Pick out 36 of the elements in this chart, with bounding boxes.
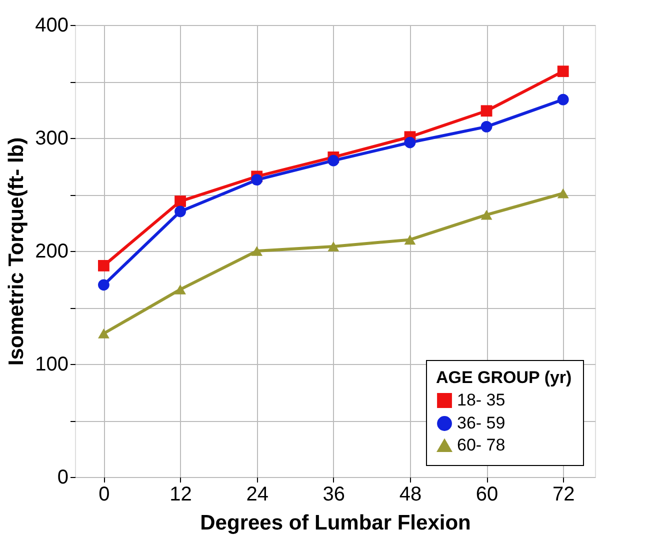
legend-label: 60- 78 [457,436,506,454]
point [328,242,340,252]
x-axis-title: Degrees of Lumbar Flexion [200,512,471,534]
point [404,234,416,245]
y-tick-label: 200 [35,240,68,262]
point [251,174,263,186]
x-tick-label: 36 [322,484,346,506]
legend-label: 18- 35 [457,390,506,410]
point [557,66,569,78]
point [98,328,110,338]
point [404,136,416,148]
x-tick-label: 0 [98,484,110,506]
y-tick-label: 0 [57,466,68,488]
x-tick-label: 24 [246,484,268,506]
legend-label: 36- 59 [457,414,506,432]
y-tick-label: 300 [35,128,68,150]
point [480,121,492,132]
y-tick-label: 100 [35,354,68,376]
x-tick-label: 48 [399,484,422,506]
point [98,279,110,291]
point [480,210,492,220]
x-tick-label: 60 [476,484,498,506]
point [98,260,110,272]
legend-title: AGE GROUP (yr) [436,368,572,387]
point [251,246,263,256]
point [557,94,569,106]
point [174,196,186,207]
point [174,284,186,294]
x-tick-label: 72 [552,484,575,506]
point [557,188,569,198]
y-tick-label: 400 [35,14,68,36]
x-tick-label: 12 [170,484,192,506]
y-axis-title: Isometric Torque(ft- lb) [5,137,28,366]
point [174,206,186,218]
point [328,154,340,166]
point [480,105,492,117]
